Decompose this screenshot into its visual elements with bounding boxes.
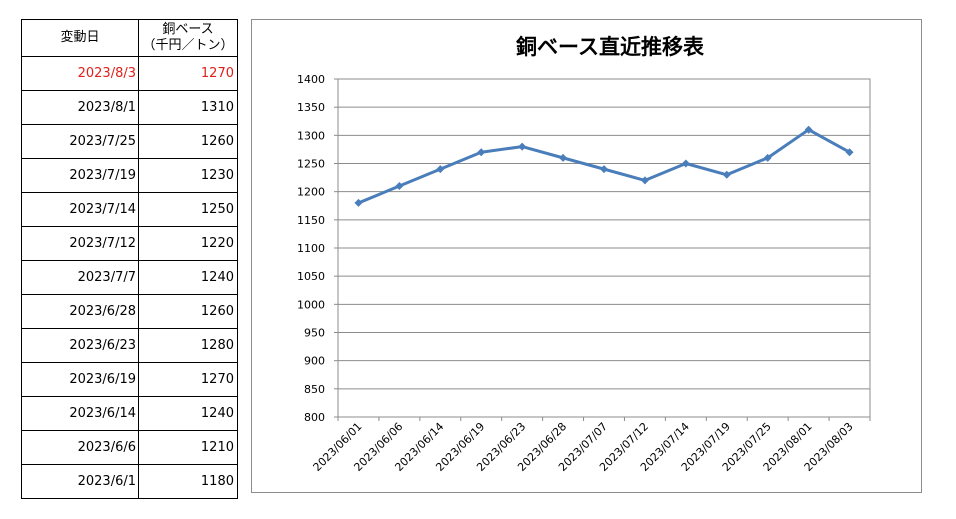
header-value-line1: 銅ベース — [162, 22, 214, 37]
row-date: 2023/6/14 — [21, 396, 139, 431]
table-row: 2023/6/28 1260 — [21, 294, 238, 329]
table-row: 2023/7/25 1260 — [21, 124, 238, 159]
table-row: 2023/6/6 1210 — [21, 430, 238, 465]
table-row: 2023/7/19 1230 — [21, 158, 238, 193]
row-value: 1180 — [138, 464, 238, 499]
table-row: 2023/6/1 1180 — [21, 464, 238, 499]
data-point — [804, 125, 813, 134]
data-point — [845, 148, 854, 157]
plot-border — [337, 78, 871, 418]
row-value: 1280 — [138, 328, 238, 363]
row-value: 1230 — [138, 158, 238, 193]
row-value: 1260 — [138, 294, 238, 329]
data-point — [681, 159, 690, 168]
data-point — [436, 165, 445, 174]
header-date: 変動日 — [21, 19, 139, 57]
data-point — [518, 142, 527, 151]
row-date: 2023/8/1 — [21, 90, 139, 125]
data-point — [477, 148, 486, 157]
table-row: 2023/8/1 1310 — [21, 90, 238, 125]
row-value: 1310 — [138, 90, 238, 125]
row-date: 2023/6/1 — [21, 464, 139, 499]
row-value: 1210 — [138, 430, 238, 465]
row-value: 1260 — [138, 124, 238, 159]
table-row: 2023/6/23 1280 — [21, 328, 238, 363]
table-row: 2023/8/3 1270 — [21, 56, 238, 91]
y-tick-label: 1250 — [297, 158, 325, 171]
row-date: 2023/8/3 — [21, 56, 139, 91]
row-date: 2023/7/25 — [21, 124, 139, 159]
row-value: 1270 — [138, 56, 238, 91]
table-row: 2023/7/12 1220 — [21, 226, 238, 261]
y-tick-label: 1000 — [297, 298, 325, 311]
row-date: 2023/6/6 — [21, 430, 139, 465]
y-tick-label: 1150 — [297, 214, 325, 227]
y-tick-label: 1350 — [297, 101, 325, 114]
y-tick-label: 800 — [304, 411, 325, 424]
row-date: 2023/7/12 — [21, 226, 139, 261]
header-value: 銅ベース （千円／トン） — [138, 19, 238, 57]
table-row: 2023/7/7 1240 — [21, 260, 238, 295]
row-date: 2023/6/23 — [21, 328, 139, 363]
y-tick-label: 850 — [304, 383, 325, 396]
row-date: 2023/6/19 — [21, 362, 139, 397]
row-value: 1250 — [138, 192, 238, 227]
row-value: 1240 — [138, 260, 238, 295]
row-value: 1240 — [138, 396, 238, 431]
y-tick-label: 1400 — [297, 73, 325, 86]
price-table: 変動日 銅ベース （千円／トン） 2023/8/3 1270 2023/8/1 131… — [21, 19, 238, 499]
data-point — [354, 198, 363, 207]
data-point — [640, 176, 649, 185]
y-tick-label: 900 — [304, 355, 325, 368]
row-value: 1270 — [138, 362, 238, 397]
table-row: 2023/6/14 1240 — [21, 396, 238, 431]
data-point — [395, 182, 404, 191]
row-date: 2023/7/14 — [21, 192, 139, 227]
y-tick-label: 1300 — [297, 129, 325, 142]
chart-area: 銅ベース直近推移表 800 850 900 950 1000 1050 1100 1150 120… — [251, 19, 922, 493]
row-value: 1220 — [138, 226, 238, 261]
y-tick-label: 1050 — [297, 270, 325, 283]
table-row: 2023/7/14 1250 — [21, 192, 238, 227]
y-tick-label: 1200 — [297, 186, 325, 199]
data-point — [559, 153, 568, 162]
row-date: 2023/7/7 — [21, 260, 139, 295]
chart-title: 銅ベース直近推移表 — [516, 35, 705, 59]
header-value-line2: （千円／トン） — [142, 38, 234, 53]
data-point — [722, 170, 731, 179]
table-header-row: 変動日 銅ベース （千円／トン） — [21, 19, 238, 57]
y-tick-label: 1100 — [297, 242, 325, 255]
data-point — [763, 153, 772, 162]
row-date: 2023/6/28 — [21, 294, 139, 329]
line-chart: 銅ベース直近推移表 800 850 900 950 1000 1050 1100 1150 120… — [297, 35, 871, 474]
data-point — [600, 165, 608, 174]
y-tick-label: 950 — [304, 327, 325, 340]
row-date: 2023/7/19 — [21, 158, 139, 193]
table-row: 2023/6/19 1270 — [21, 362, 238, 397]
